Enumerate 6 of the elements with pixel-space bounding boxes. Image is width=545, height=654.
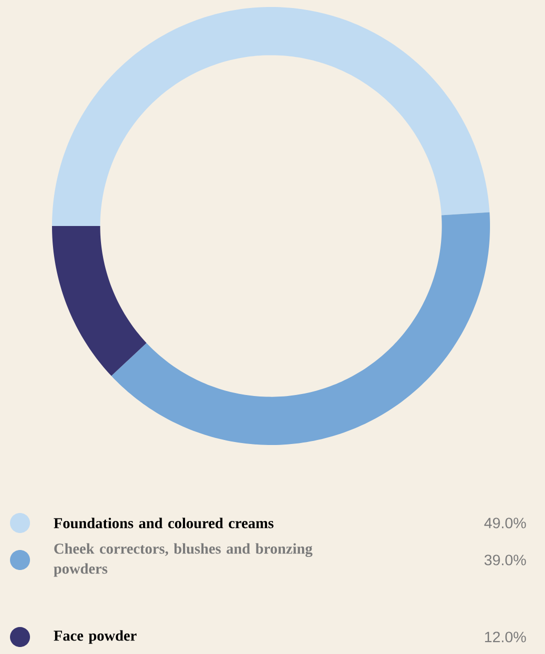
data-label: 39.0% — [484, 554, 526, 566]
legend-label: Face powder — [54, 630, 137, 644]
legend-label: Cheek correctors, blushes and bronzing powders — [54, 543, 312, 577]
data-label: 12.0% — [485, 632, 526, 642]
data-label: 49.0% — [484, 518, 526, 528]
legend-label: Foundations and coloured creams — [54, 518, 274, 528]
